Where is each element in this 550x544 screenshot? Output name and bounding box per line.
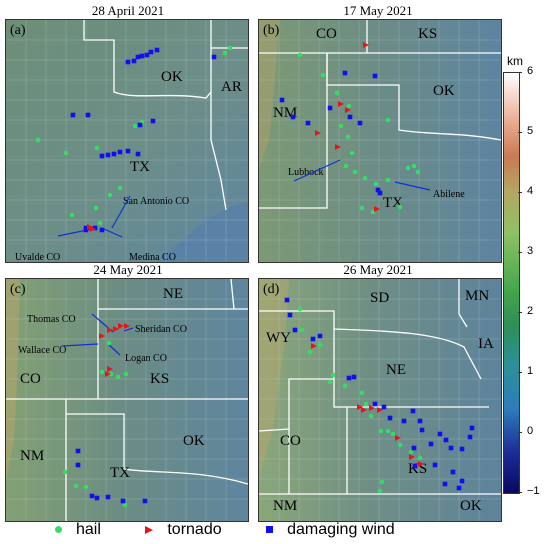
state-label-ok: OK: [183, 433, 205, 449]
state-label-ar: AR: [221, 79, 242, 95]
city-label: Medina CO: [129, 252, 176, 263]
panel-id-a: (a): [10, 23, 26, 38]
state-borders: [259, 20, 501, 209]
colorbar-tick-label: 3: [527, 245, 534, 257]
colorbar-tick-label: 5: [527, 125, 534, 137]
gulf-water: [156, 202, 248, 262]
panel-id-c: (c): [10, 282, 26, 297]
colorbar-tick-label: −1: [527, 485, 540, 497]
city-label: Wallace CO: [18, 345, 67, 356]
map-panel-b: [258, 19, 502, 263]
panel-title-c: 24 May 2021: [93, 262, 163, 277]
map-a-svg: [6, 20, 248, 262]
map-b-svg: [259, 20, 501, 262]
state-label-ok: OK: [433, 83, 455, 99]
city-label: Lubbock: [288, 167, 324, 178]
legend-tornado-label: tornado: [167, 521, 222, 538]
map-d-svg: [259, 279, 501, 521]
county-grid: [6, 279, 248, 521]
panel-id-b: (b): [263, 23, 280, 38]
state-label-co: CO: [280, 433, 301, 449]
city-label: Thomas CO: [27, 314, 76, 325]
city-label: Logan CO: [125, 353, 167, 364]
state-label-tx: TX: [383, 195, 403, 211]
terrain: [259, 279, 501, 521]
map-panel-c: [5, 278, 249, 522]
legend-wind-marker: [266, 526, 274, 534]
state-borders: [6, 279, 248, 521]
map-panel-d: [258, 278, 502, 522]
state-label-ks: KS: [150, 371, 170, 387]
map-c-svg: [6, 279, 248, 521]
state-label-tx: TX: [130, 159, 150, 175]
mountain: [259, 20, 279, 170]
city-label: Abilene: [433, 189, 465, 200]
state-label-nm: NM: [20, 448, 45, 464]
colorbar-tick-label: 4: [527, 185, 534, 197]
terrain: [259, 20, 501, 262]
panel-title-a: 28 April 2021: [91, 3, 165, 18]
panel-id-d: (d): [263, 282, 280, 297]
city-label: San Antonio CO: [123, 196, 190, 207]
colorbar-tick-mark: [518, 252, 522, 253]
colorbar-unit: km: [507, 54, 523, 68]
state-label-co: CO: [316, 26, 337, 42]
state-label-tx: TX: [110, 465, 130, 481]
state-label-ks: KS: [418, 26, 438, 42]
state-label-ia: IA: [478, 336, 494, 352]
state-label-ne: NE: [163, 286, 183, 302]
state-label-ks: KS: [408, 461, 428, 477]
panel-title-b: 17 May 2021: [343, 3, 413, 18]
state-label-sd: SD: [370, 290, 390, 306]
state-label-mn: MN: [465, 288, 490, 304]
city-label: Sheridan CO: [135, 324, 187, 335]
county-grid: [259, 20, 501, 262]
county-grid: [6, 20, 248, 262]
terrain: [6, 279, 248, 521]
colorbar-tick-mark: [518, 132, 522, 133]
colorbar-tick-mark: [518, 492, 522, 493]
state-label-nm: NM: [273, 105, 298, 121]
colorbar-tick-mark: [518, 192, 522, 193]
state-borders: [259, 279, 501, 495]
legend-tornado-marker: [145, 525, 154, 534]
colorbar-tick-label: 1: [527, 365, 534, 377]
legend-hail-marker: [55, 526, 62, 534]
state-label-ok: OK: [460, 498, 482, 514]
map-panel-a: [5, 19, 249, 263]
state-label-wy: WY: [266, 330, 291, 346]
colorbar-tick-mark: [518, 312, 522, 313]
colorbar-tick-mark: [518, 72, 522, 73]
state-label-nm: NM: [273, 498, 298, 514]
panel-title-d: 26 May 2021: [343, 262, 413, 277]
colorbar-tick-label: 6: [527, 65, 534, 77]
county-grid: [259, 279, 501, 521]
legend-hail-label: hail: [76, 521, 101, 538]
legend: hail tornado damaging wind: [55, 521, 395, 539]
state-label-ok: OK: [161, 69, 183, 85]
colorbar-tick-mark: [518, 432, 522, 433]
state-label-ne: NE: [386, 362, 406, 378]
colorbar: [503, 72, 520, 494]
state-label-co: CO: [20, 371, 41, 387]
colorbar-tick-mark: [518, 372, 522, 373]
colorbar-tick-label: 2: [527, 305, 534, 317]
legend-wind-label: damaging wind: [287, 521, 395, 538]
colorbar-tick-label: 0: [527, 425, 534, 437]
city-label: Uvalde CO: [15, 252, 61, 263]
